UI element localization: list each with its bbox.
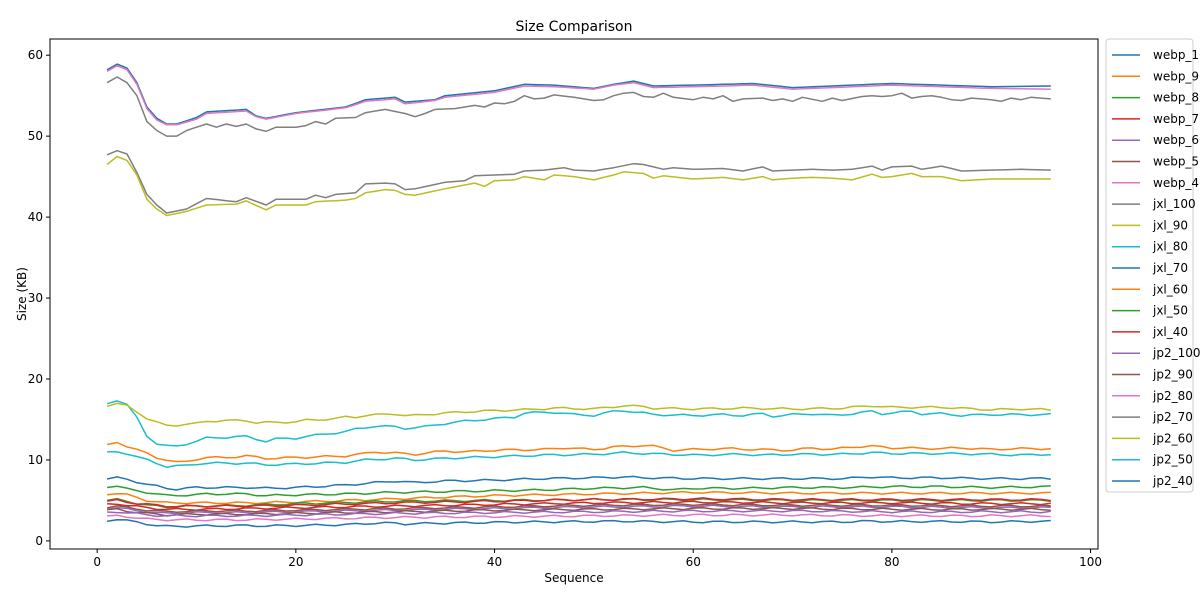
legend-label: jxl_90 <box>1152 218 1188 232</box>
y-tick-label: 20 <box>28 372 43 386</box>
legend-label: jxl_70 <box>1152 261 1188 275</box>
legend: webp_100 webp_90 webp_80 webp_70 webp_60webp… <box>1105 38 1200 493</box>
series-line-jxl-60 <box>106 441 1051 463</box>
legend-item-jxl-60: jxl_60 <box>1112 282 1188 296</box>
series-line-jp2-90 <box>106 502 1051 514</box>
legend-item-jxl-100: jxl_100 <box>1112 197 1196 211</box>
series-line-jxl-80 <box>106 400 1051 447</box>
series-line-jxl-70 <box>106 475 1051 491</box>
legend-item-webp-40: webp_40 <box>1112 176 1200 190</box>
x-tick-label: 40 <box>487 555 502 569</box>
series-line-jp2-40 <box>106 519 1051 528</box>
x-tick-label: 100 <box>1079 555 1102 569</box>
series-line-webp-100 <box>106 63 1051 125</box>
legend-label: webp_90 <box>1153 69 1200 83</box>
legend-label: jp2_50 <box>1152 453 1193 467</box>
legend-item-jp2-40: jp2_40 <box>1112 474 1193 488</box>
y-tick-label: 40 <box>28 210 43 224</box>
legend-label: jp2_100 <box>1152 346 1200 360</box>
series-line-jp2-50 <box>107 450 1051 468</box>
legend-item-webp-100: webp_100 <box>1112 48 1200 62</box>
legend-item-jxl-90: jxl_90 <box>1112 218 1188 232</box>
y-tick-label: 0 <box>35 534 43 548</box>
legend-label: jp2_70 <box>1152 410 1193 424</box>
legend-item-webp-90: webp_90 <box>1112 69 1200 83</box>
series-line-jxl-90 <box>106 155 1051 217</box>
legend-item-jp2-50: jp2_50 <box>1112 453 1193 467</box>
legend-label: jxl_50 <box>1152 304 1188 318</box>
chart-title: Size Comparison <box>515 19 632 35</box>
legend-label: jp2_60 <box>1152 431 1193 445</box>
legend-item-webp-50: webp_50 <box>1112 155 1200 169</box>
x-tick-label: 80 <box>884 555 899 569</box>
y-axis-label: Size (KB) <box>15 267 29 321</box>
legend-label: jxl_40 <box>1152 325 1188 339</box>
y-tick-label: 10 <box>28 453 43 467</box>
series-line-jp2-60 <box>106 402 1051 427</box>
x-tick-label: 20 <box>288 555 303 569</box>
x-axis-label: Sequence <box>544 571 603 585</box>
series-line-webp-60 <box>106 504 1051 515</box>
series-line-webp-70 <box>107 500 1051 511</box>
y-tick-label: 30 <box>28 291 43 305</box>
series-line-webp-90 <box>107 490 1051 505</box>
x-tick-label: 60 <box>686 555 701 569</box>
legend-item-webp-70: webp_70 <box>1112 112 1200 126</box>
legend-item-jxl-40: jxl_40 <box>1112 325 1188 339</box>
series-line-webp-50 <box>107 506 1051 517</box>
series-layer <box>106 63 1051 528</box>
y-tick-label: 50 <box>28 129 43 143</box>
legend-label: jp2_90 <box>1152 368 1193 382</box>
legend-label: webp_40 <box>1153 176 1200 190</box>
legend-label: jxl_60 <box>1152 282 1188 296</box>
series-line-jp2-100 <box>107 509 1051 518</box>
series-line-jp2-80 <box>107 513 1051 522</box>
x-tick-label: 0 <box>93 555 101 569</box>
legend-item-webp-80: webp_80 <box>1112 91 1200 105</box>
legend-item-jp2-90: jp2_90 <box>1112 368 1193 382</box>
legend-item-jp2-80: jp2_80 <box>1112 389 1193 403</box>
legend-label: webp_50 <box>1153 155 1200 169</box>
legend-label: webp_60 <box>1153 133 1200 147</box>
legend-label: jp2_80 <box>1152 389 1193 403</box>
legend-label: jxl_80 <box>1152 240 1188 254</box>
plot-frame <box>49 38 1099 550</box>
series-line-jxl-100 <box>106 149 1051 214</box>
legend-item-webp-60: webp_60 <box>1112 133 1200 147</box>
legend-label: webp_100 <box>1153 48 1200 62</box>
x-axis-ticks: 0 20 40 60 80 100 <box>93 549 1102 569</box>
series-line-jp2-70 <box>106 76 1051 137</box>
y-tick-label: 60 <box>28 48 43 62</box>
legend-label: webp_70 <box>1153 112 1200 126</box>
series-line-webp-40 <box>106 64 1051 126</box>
legend-label: jp2_40 <box>1152 474 1193 488</box>
legend-label: webp_80 <box>1153 91 1200 105</box>
legend-item-jp2-60: jp2_60 <box>1112 431 1193 445</box>
legend-item-jp2-100: jp2_100 <box>1112 346 1200 360</box>
series-line-jxl-50 <box>107 485 1051 497</box>
series-line-jxl-40 <box>106 497 1051 508</box>
legend-items: webp_100 webp_90 webp_80 webp_70 webp_60webp… <box>1112 48 1200 488</box>
legend-label: jxl_100 <box>1152 197 1196 211</box>
legend-item-jxl-70: jxl_70 <box>1112 261 1188 275</box>
legend-item-jxl-80: jxl_80 <box>1112 240 1188 254</box>
legend-item-jxl-50: jxl_50 <box>1112 304 1188 318</box>
legend-box <box>1105 38 1194 493</box>
legend-item-jp2-70: jp2_70 <box>1112 410 1193 424</box>
y-axis-ticks: 0 10 20 30 40 50 60 <box>28 48 50 548</box>
